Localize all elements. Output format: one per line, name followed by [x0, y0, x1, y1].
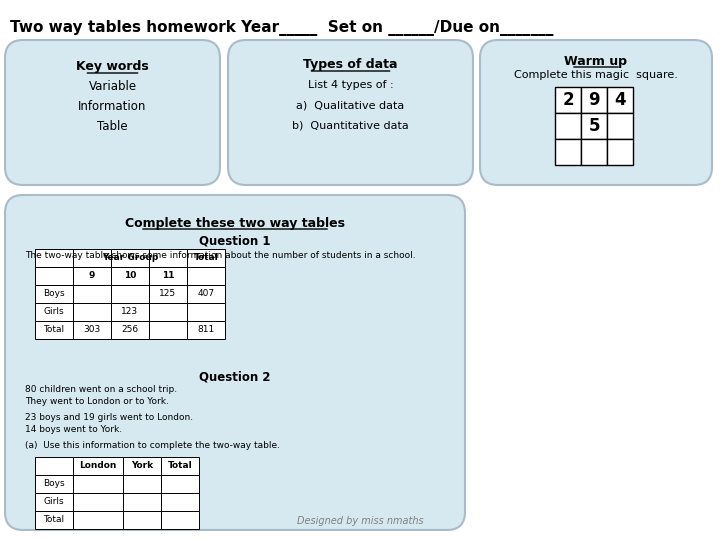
Text: 4: 4	[614, 91, 626, 109]
Text: 5: 5	[588, 117, 600, 135]
Text: Information: Information	[78, 100, 147, 113]
Bar	[607, 87, 633, 113]
Bar	[187, 321, 225, 339]
Text: Question 2: Question 2	[199, 371, 271, 384]
FancyBboxPatch shape	[480, 40, 712, 185]
Bar	[555, 87, 581, 113]
Text: 407: 407	[197, 289, 215, 299]
Bar	[161, 457, 199, 475]
Bar	[111, 303, 149, 321]
Bar	[35, 493, 73, 511]
Bar	[111, 267, 149, 285]
Bar	[35, 285, 73, 303]
Text: Designed by miss nmaths: Designed by miss nmaths	[297, 516, 423, 526]
Text: Girls: Girls	[44, 307, 64, 316]
Text: Question 1: Question 1	[199, 235, 271, 248]
Text: Total: Total	[194, 253, 218, 262]
Text: The two-way table shows some information about the number of students in a schoo: The two-way table shows some information…	[25, 251, 415, 260]
Bar	[187, 267, 225, 285]
Bar	[581, 113, 607, 139]
Bar	[187, 303, 225, 321]
Bar	[73, 475, 123, 493]
Bar	[187, 249, 225, 267]
Text: 11: 11	[162, 272, 174, 280]
Bar	[581, 139, 607, 165]
Text: Two way tables homework Year_____  Set on ______/Due on_______: Two way tables homework Year_____ Set on…	[10, 20, 554, 36]
Text: Complete this magic  square.: Complete this magic square.	[514, 70, 678, 80]
Bar	[149, 249, 187, 267]
Text: Total: Total	[43, 326, 65, 334]
Bar	[555, 113, 581, 139]
Text: They went to London or to York.: They went to London or to York.	[25, 397, 169, 406]
Text: 14 boys went to York.: 14 boys went to York.	[25, 425, 122, 434]
Text: b)  Quantitative data: b) Quantitative data	[292, 120, 409, 130]
Bar	[161, 475, 199, 493]
Text: Year Group: Year Group	[102, 253, 158, 262]
Bar	[73, 285, 111, 303]
Text: 10: 10	[124, 272, 136, 280]
Text: a)  Qualitative data: a) Qualitative data	[297, 100, 405, 110]
Bar	[35, 267, 73, 285]
Bar	[73, 267, 111, 285]
Bar	[555, 139, 581, 165]
Bar	[35, 511, 73, 529]
Bar	[111, 285, 149, 303]
Text: 2: 2	[562, 91, 574, 109]
Text: (a)  Use this information to complete the two-way table.: (a) Use this information to complete the…	[25, 441, 280, 450]
Bar	[73, 457, 123, 475]
Text: Variable: Variable	[89, 80, 137, 93]
Text: 811: 811	[197, 326, 215, 334]
Bar	[123, 493, 161, 511]
Bar	[73, 511, 123, 529]
Text: 123: 123	[122, 307, 138, 316]
Text: Girls: Girls	[44, 497, 64, 507]
Text: London: London	[79, 462, 117, 470]
Bar	[111, 321, 149, 339]
Text: Table: Table	[97, 120, 128, 133]
Text: 23 boys and 19 girls went to London.: 23 boys and 19 girls went to London.	[25, 413, 193, 422]
Text: List 4 types of :: List 4 types of :	[307, 80, 393, 90]
Bar	[607, 139, 633, 165]
Bar	[111, 249, 149, 267]
Bar	[161, 511, 199, 529]
Text: Key words: Key words	[76, 60, 149, 73]
Bar	[149, 267, 187, 285]
Bar	[149, 285, 187, 303]
Text: Complete these two way tables: Complete these two way tables	[125, 217, 345, 230]
Bar	[35, 303, 73, 321]
Bar	[123, 511, 161, 529]
Bar	[35, 249, 73, 267]
Bar	[607, 113, 633, 139]
Bar	[123, 457, 161, 475]
Bar	[73, 321, 111, 339]
Bar	[35, 457, 73, 475]
Text: Warm up: Warm up	[564, 55, 628, 68]
Bar	[161, 493, 199, 511]
FancyBboxPatch shape	[228, 40, 473, 185]
Bar	[149, 303, 187, 321]
Bar	[35, 475, 73, 493]
Text: Total: Total	[168, 462, 192, 470]
Text: Boys: Boys	[43, 480, 65, 489]
Text: York: York	[131, 462, 153, 470]
FancyBboxPatch shape	[5, 40, 220, 185]
Text: 125: 125	[159, 289, 176, 299]
Text: 80 children went on a school trip.: 80 children went on a school trip.	[25, 385, 177, 394]
Bar	[35, 321, 73, 339]
Bar	[149, 321, 187, 339]
Bar	[123, 475, 161, 493]
FancyBboxPatch shape	[5, 195, 465, 530]
Text: 9: 9	[89, 272, 95, 280]
Text: 9: 9	[588, 91, 600, 109]
Text: Boys: Boys	[43, 289, 65, 299]
Text: Types of data: Types of data	[303, 58, 397, 71]
Text: 256: 256	[122, 326, 138, 334]
Text: 303: 303	[84, 326, 101, 334]
Bar	[73, 303, 111, 321]
Text: Total: Total	[43, 516, 65, 524]
Bar	[73, 249, 111, 267]
Bar	[187, 285, 225, 303]
Bar	[73, 493, 123, 511]
Bar	[581, 87, 607, 113]
